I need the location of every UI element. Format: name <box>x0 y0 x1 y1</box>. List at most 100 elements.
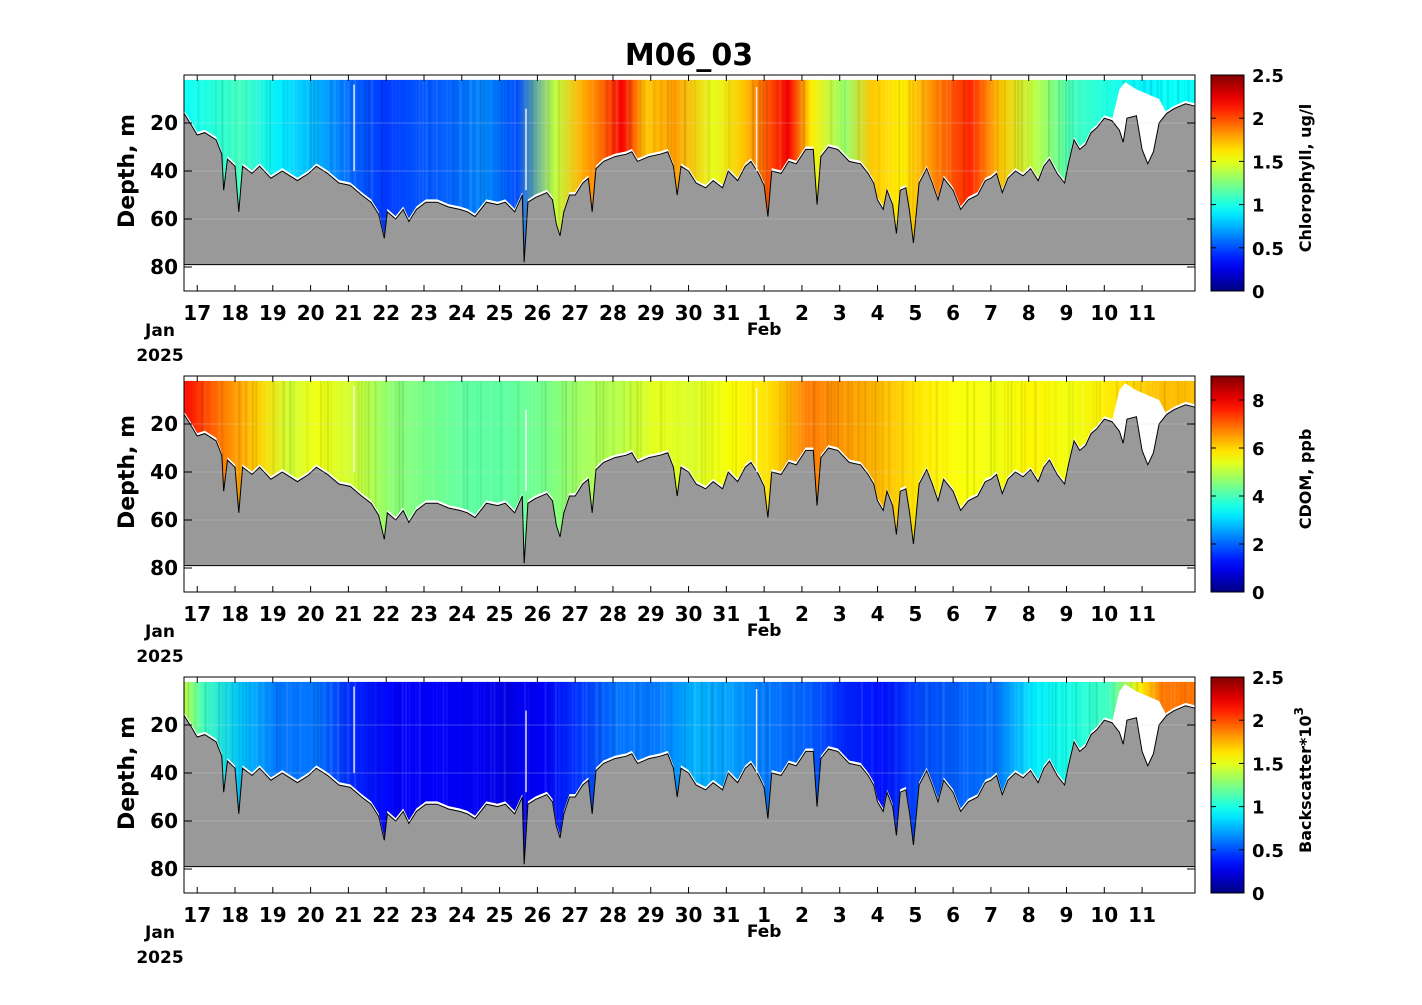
x-tick-label: 1 <box>757 602 771 626</box>
colorbar-label-text: CDOM, ppb <box>1296 429 1315 530</box>
x-tick-label: 4 <box>871 301 885 325</box>
x-tick-label: 28 <box>599 602 627 626</box>
x-tick-label: 7 <box>984 903 998 927</box>
colorbar-tick-label: 1 <box>1252 798 1265 819</box>
colorbar-tick-label: 0 <box>1252 282 1265 303</box>
x-tick-label: 24 <box>448 301 476 325</box>
x-tick-label: 7 <box>984 602 998 626</box>
x-tick-label: 17 <box>183 301 211 325</box>
x-tick-label: 1 <box>757 301 771 325</box>
x-tick-label: 20 <box>297 301 325 325</box>
axes-frame <box>183 375 1196 593</box>
x-tick-label: 17 <box>183 602 211 626</box>
x-tick-label: 21 <box>334 903 362 927</box>
y-axis-label: Depth, m <box>115 415 140 529</box>
x-tick-label: 21 <box>334 602 362 626</box>
year-label: 2025 <box>136 346 183 366</box>
colorbar-label: CDOM, ppb <box>1296 429 1315 530</box>
x-tick-label: 23 <box>410 602 438 626</box>
figure-title: M06_03 <box>625 38 753 73</box>
x-tick-label: 24 <box>448 602 476 626</box>
x-tick-label: 10 <box>1090 301 1118 325</box>
y-tick-label: 40 <box>150 460 178 484</box>
colorbar <box>1210 74 1245 292</box>
month-label-jan: Jan <box>144 622 175 642</box>
x-tick-label: 18 <box>221 903 249 927</box>
x-tick-label: 2 <box>795 301 809 325</box>
x-tick-label: 27 <box>561 602 589 626</box>
x-tick-label: 6 <box>946 602 960 626</box>
colorbar-tick-label: 0.5 <box>1252 239 1284 260</box>
x-tick-label: 8 <box>1022 903 1036 927</box>
x-tick-label: 26 <box>523 602 551 626</box>
y-tick-label: 60 <box>150 809 178 833</box>
x-tick-label: 3 <box>833 301 847 325</box>
x-tick-label: 4 <box>871 903 885 927</box>
colorbar <box>1210 375 1245 593</box>
colorbar-tick-label: 2.5 <box>1252 668 1284 689</box>
x-tick-label: 26 <box>523 903 551 927</box>
seafloor <box>184 404 1195 566</box>
x-tick-label: 23 <box>410 301 438 325</box>
x-tick-label: 3 <box>833 903 847 927</box>
y-tick-label: 20 <box>150 111 178 135</box>
x-tick-label: 11 <box>1128 301 1156 325</box>
x-tick-label: 30 <box>675 301 703 325</box>
x-tick-label: 7 <box>984 301 998 325</box>
x-tick-label: 29 <box>637 602 665 626</box>
x-tick-label: 28 <box>599 903 627 927</box>
y-tick-label: 80 <box>150 857 178 881</box>
x-tick-label: 22 <box>372 903 400 927</box>
x-tick-label: 18 <box>221 301 249 325</box>
month-label-feb: Feb <box>747 621 782 641</box>
x-tick-label: 2 <box>795 602 809 626</box>
x-tick-label: 4 <box>871 602 885 626</box>
bathymetry-line <box>183 705 1196 865</box>
x-tick-label: 5 <box>908 602 922 626</box>
colorbar-label: Backscatter*103 <box>1292 707 1315 853</box>
y-tick-label: 40 <box>150 159 178 183</box>
x-tick-label: 28 <box>599 301 627 325</box>
bathymetry-line <box>183 404 1196 564</box>
colorbar-tick-label: 1.5 <box>1252 754 1284 775</box>
colorbar-tick-label: 8 <box>1252 391 1265 412</box>
x-tick-label: 25 <box>486 301 514 325</box>
colorbar-label-text: Backscatter*10 <box>1296 715 1315 853</box>
x-tick-label: 8 <box>1022 602 1036 626</box>
x-tick-label: 29 <box>637 301 665 325</box>
x-tick-label: 31 <box>712 903 740 927</box>
x-tick-label: 27 <box>561 903 589 927</box>
colorbar-tick-label: 0 <box>1252 583 1265 604</box>
axes-frame <box>183 676 1196 894</box>
x-tick-label: 9 <box>1060 602 1074 626</box>
colorbar <box>1210 676 1245 894</box>
x-tick-label: 25 <box>486 903 514 927</box>
month-label-jan: Jan <box>144 321 175 341</box>
x-tick-label: 11 <box>1128 602 1156 626</box>
year-label: 2025 <box>136 647 183 667</box>
x-tick-label: 11 <box>1128 903 1156 927</box>
x-tick-label: 6 <box>946 903 960 927</box>
month-label-feb: Feb <box>747 320 782 340</box>
x-tick-label: 30 <box>675 602 703 626</box>
colorbar-tick-label: 1.5 <box>1252 152 1284 173</box>
colorbar-label-text: Chlorophyll, ug/l <box>1296 104 1315 253</box>
y-tick-label: 40 <box>150 761 178 785</box>
x-tick-label: 30 <box>675 903 703 927</box>
colorbar-tick-label: 2.5 <box>1252 66 1284 87</box>
colorbar-label: Chlorophyll, ug/l <box>1296 104 1315 253</box>
seafloor <box>184 103 1195 265</box>
x-tick-label: 31 <box>712 301 740 325</box>
x-tick-label: 1 <box>757 903 771 927</box>
x-tick-label: 5 <box>908 301 922 325</box>
x-tick-label: 17 <box>183 903 211 927</box>
y-tick-label: 60 <box>150 508 178 532</box>
year-label: 2025 <box>136 948 183 968</box>
x-tick-label: 25 <box>486 602 514 626</box>
colorbar-tick-label: 6 <box>1252 439 1265 460</box>
x-tick-label: 6 <box>946 301 960 325</box>
x-tick-label: 22 <box>372 602 400 626</box>
